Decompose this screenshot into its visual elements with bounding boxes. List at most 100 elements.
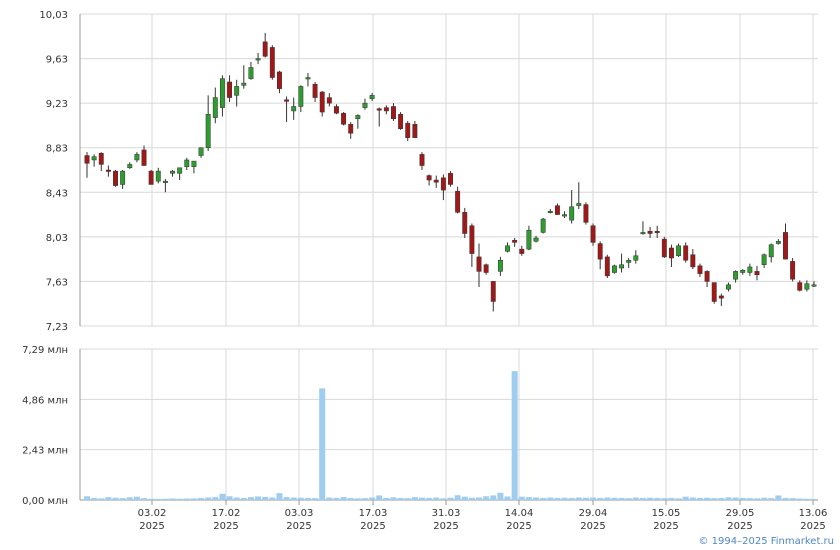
volume-bar (447, 497, 454, 500)
candle-body (448, 173, 453, 185)
candle-body (533, 237, 539, 242)
year-tick-label: 2025 (360, 521, 385, 532)
candle-body (754, 271, 760, 275)
candle-body (611, 265, 617, 273)
price-tick-label: 8,43 (46, 188, 68, 199)
year-tick-label: 2025 (213, 521, 238, 532)
copyright-link[interactable]: © 1994–2025 Finmarket.ru (698, 536, 834, 547)
volume-bar (718, 497, 725, 500)
volume-bar (739, 497, 746, 500)
candle-body (740, 270, 746, 273)
volume-bar (711, 498, 718, 500)
price-tick-label: 9,63 (46, 55, 68, 66)
volume-bar (255, 496, 262, 500)
volume-bar (604, 497, 611, 500)
volume-bar (141, 498, 148, 500)
volume-bar (668, 497, 675, 500)
volume-bar (169, 498, 176, 500)
candle-body (219, 78, 225, 108)
candle-body (726, 284, 731, 290)
volume-bar (547, 497, 554, 500)
candle-body (162, 180, 168, 183)
volume-axis-labels: 7,29 млн 4,86 млн 2,43 млн 0,00 млн (22, 345, 68, 507)
volume-bar (340, 497, 347, 500)
candle-body (604, 256, 610, 277)
volume-bar (84, 496, 90, 500)
candle-body (576, 203, 582, 206)
volume-bar (682, 496, 689, 500)
volume-bar (98, 498, 105, 500)
price-tick-label: 8,83 (46, 144, 68, 155)
volume-bar (476, 497, 483, 500)
candle-body (120, 170, 126, 185)
price-tick-label: 8,03 (46, 233, 68, 244)
candle-body (291, 106, 297, 112)
volume-bar (632, 497, 639, 500)
candle-body (797, 282, 803, 291)
candle-body (676, 245, 682, 257)
candle-body (512, 239, 518, 243)
candle-body (583, 204, 589, 223)
candle-body (761, 254, 767, 265)
volume-bar (490, 495, 497, 500)
volume-bar (746, 498, 753, 500)
candle-body (227, 81, 232, 98)
price-candles (84, 32, 817, 312)
volume-bar (290, 497, 297, 500)
candle-body (426, 175, 432, 181)
volume-bar (518, 496, 525, 500)
candle-body (455, 190, 461, 213)
candle-body (305, 77, 311, 80)
volume-bar (675, 498, 682, 500)
candle-body (476, 256, 482, 272)
candle-body (155, 170, 161, 182)
volume-bar (468, 497, 475, 500)
volume-bar (696, 497, 703, 500)
candle-body (619, 264, 625, 269)
date-axis-labels: 03.02 2025 17.02 2025 03.03 2025 17.03 2025 31.0… (138, 500, 827, 532)
candle-body (355, 115, 361, 119)
volume-bar (312, 498, 319, 500)
volume-bar (732, 497, 739, 500)
candle-body (177, 167, 183, 174)
volume-bar (533, 497, 540, 500)
volume-bar (105, 497, 112, 500)
volume-bar (333, 497, 340, 500)
date-tick-label: 15.05 (652, 508, 681, 519)
candle-body (433, 179, 439, 183)
volume-bar (354, 498, 361, 500)
date-tick-label: 14.04 (505, 508, 534, 519)
volume-bar (590, 497, 597, 500)
volume-bar (397, 497, 404, 500)
candle-body (341, 112, 347, 125)
volume-bar (661, 498, 668, 500)
volume-bar (618, 497, 625, 500)
volume-bar (597, 497, 604, 500)
candle-body (640, 232, 646, 235)
candle-body (811, 284, 817, 287)
candle-body (654, 231, 660, 234)
volume-grid (79, 348, 818, 501)
volume-tick-label: 0,00 млн (22, 496, 68, 507)
candle-body (483, 264, 489, 273)
volume-bar (112, 497, 119, 500)
candle-body (127, 164, 133, 169)
volume-bar (461, 496, 468, 500)
candle-body (362, 102, 368, 108)
volume-bar (176, 498, 183, 500)
candle-body (747, 266, 753, 273)
candle-body (348, 124, 354, 134)
volume-bar (304, 497, 311, 500)
volume-bar (704, 497, 711, 500)
candle-body (312, 83, 318, 98)
candle-body (733, 271, 739, 280)
price-tick-label: 7,23 (46, 322, 68, 333)
volume-bar (390, 497, 397, 500)
candle-body (633, 255, 639, 261)
candle-body (469, 225, 475, 254)
candle-body (113, 170, 118, 186)
volume-bar (440, 498, 447, 500)
candle-body (540, 218, 546, 233)
candle-body (490, 281, 496, 302)
volume-bar (212, 497, 219, 500)
